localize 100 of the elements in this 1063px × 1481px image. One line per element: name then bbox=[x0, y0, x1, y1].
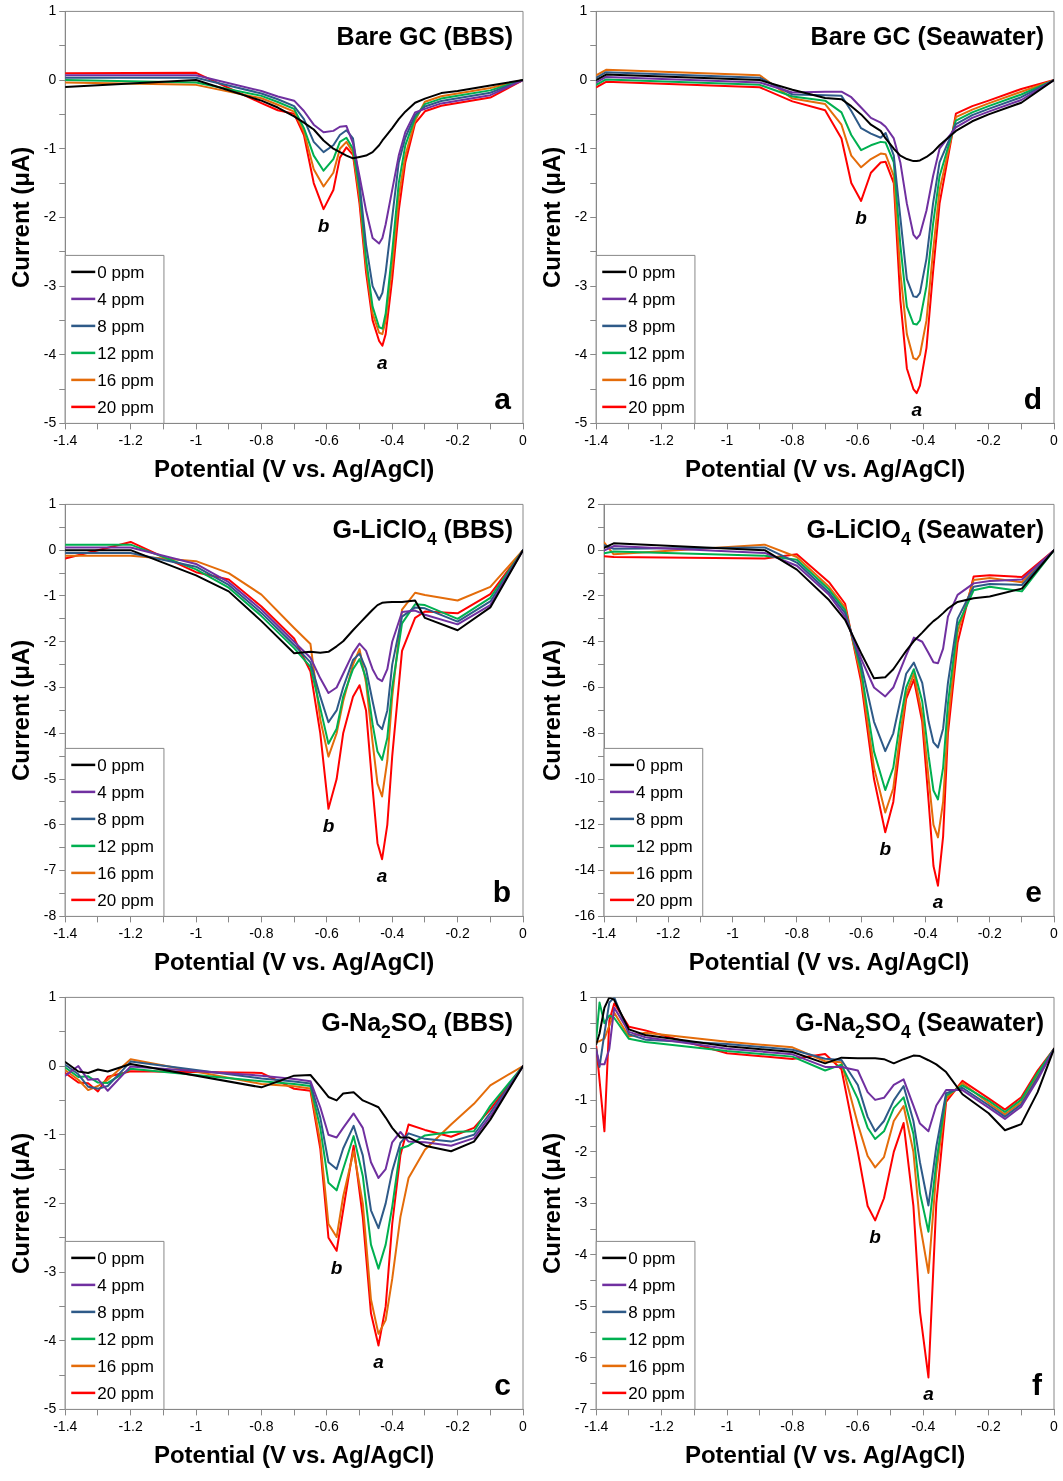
legend-label: 20 ppm bbox=[97, 890, 154, 910]
y-axis-title: Current (μA) bbox=[7, 639, 35, 782]
annotation: a bbox=[494, 382, 512, 416]
x-tick-label: -0.4 bbox=[911, 1417, 936, 1434]
legend-label: 4 ppm bbox=[97, 1275, 145, 1295]
x-tick-label: 0 bbox=[1050, 431, 1059, 448]
x-tick-label: -0.8 bbox=[249, 1417, 274, 1434]
y-tick-label: -6 bbox=[582, 678, 596, 695]
annotation: e bbox=[1025, 875, 1042, 909]
y-tick-label: -2 bbox=[582, 586, 596, 603]
y-tick-label: 0 bbox=[579, 70, 588, 87]
x-tick-label: -1.4 bbox=[53, 924, 78, 941]
chart-title: Bare GC (Seawater) bbox=[810, 22, 1045, 51]
y-tick-label: 0 bbox=[48, 541, 57, 558]
x-tick-label: -1.2 bbox=[649, 1417, 674, 1434]
y-tick-label: -5 bbox=[43, 769, 57, 786]
x-tick-label: -1.4 bbox=[53, 1417, 78, 1434]
legend-label: 12 ppm bbox=[628, 343, 685, 363]
y-tick-label: 0 bbox=[587, 541, 596, 558]
x-tick-label: -1.2 bbox=[118, 431, 143, 448]
y-tick-label: -7 bbox=[43, 861, 57, 878]
legend-label: 20 ppm bbox=[97, 1383, 154, 1403]
y-tick-label: -2 bbox=[43, 208, 57, 225]
x-tick-label: -0.4 bbox=[380, 924, 405, 941]
x-tick-label: -1.4 bbox=[53, 431, 78, 448]
x-tick-label: -0.6 bbox=[845, 1417, 871, 1434]
y-tick-label: -2 bbox=[43, 632, 57, 649]
x-axis-title: Potential (V vs. Ag/AgCl) bbox=[688, 948, 970, 976]
y-tick-label: -5 bbox=[43, 1400, 57, 1417]
legend-label: 4 ppm bbox=[97, 782, 145, 802]
annotation: a bbox=[932, 891, 944, 913]
legend-label: 0 ppm bbox=[628, 262, 676, 282]
legend-label: 16 ppm bbox=[97, 370, 154, 390]
y-tick-label: -2 bbox=[574, 1142, 588, 1159]
annotation: b bbox=[492, 875, 511, 909]
y-tick-label: -6 bbox=[574, 1348, 588, 1365]
y-tick-label: -3 bbox=[574, 1194, 588, 1211]
annotation: b bbox=[869, 1226, 882, 1248]
x-tick-label: -0.8 bbox=[780, 431, 805, 448]
x-tick-label: -0.2 bbox=[445, 924, 470, 941]
x-tick-label: -0.8 bbox=[780, 1417, 805, 1434]
x-tick-label: -1.2 bbox=[649, 431, 674, 448]
x-axis-title: Potential (V vs. Ag/AgCl) bbox=[153, 455, 435, 483]
y-tick-label: -1 bbox=[574, 1091, 588, 1108]
annotation: a bbox=[377, 351, 389, 373]
y-tick-label: -4 bbox=[574, 1245, 588, 1262]
x-tick-label: 0 bbox=[519, 924, 528, 941]
x-tick-label: -1 bbox=[720, 431, 734, 448]
x-tick-label: -1 bbox=[189, 924, 203, 941]
x-axis-title: Potential (V vs. Ag/AgCl) bbox=[153, 1441, 435, 1469]
y-tick-label: 0 bbox=[48, 1056, 57, 1073]
x-axis-title: Potential (V vs. Ag/AgCl) bbox=[684, 1441, 966, 1469]
y-tick-label: -4 bbox=[582, 632, 596, 649]
annotation: b bbox=[322, 814, 335, 836]
y-tick-label: -4 bbox=[43, 1331, 57, 1348]
y-axis-title: Current (μA) bbox=[538, 146, 566, 289]
y-axis-title: Current (μA) bbox=[7, 1132, 35, 1275]
legend-label: 16 ppm bbox=[636, 863, 693, 883]
legend-label: 0 ppm bbox=[97, 755, 145, 775]
annotation: d bbox=[1023, 382, 1042, 416]
x-tick-label: -1.2 bbox=[118, 924, 143, 941]
x-tick-label: 0 bbox=[1050, 924, 1059, 941]
x-tick-label: -1.4 bbox=[584, 431, 609, 448]
legend-label: 12 ppm bbox=[97, 836, 154, 856]
x-tick-label: -1.4 bbox=[591, 924, 617, 941]
chart-title: Bare GC (BBS) bbox=[336, 22, 514, 51]
legend-label: 16 ppm bbox=[97, 863, 154, 883]
y-tick-label: -8 bbox=[582, 724, 596, 741]
y-tick-label: -7 bbox=[574, 1400, 588, 1417]
legend-label: 0 ppm bbox=[97, 262, 145, 282]
annotation: f bbox=[1032, 1368, 1044, 1402]
y-tick-label: -1 bbox=[574, 139, 588, 156]
annotation: b bbox=[855, 206, 868, 228]
y-tick-label: -5 bbox=[574, 414, 588, 431]
x-tick-label: -0.6 bbox=[849, 924, 874, 941]
legend-label: 12 ppm bbox=[97, 1329, 154, 1349]
x-tick-label: -1 bbox=[189, 1417, 203, 1434]
legend-label: 0 ppm bbox=[628, 1248, 676, 1268]
x-tick-label: -0.4 bbox=[380, 431, 405, 448]
y-tick-label: 1 bbox=[48, 495, 57, 512]
y-tick-label: -4 bbox=[43, 724, 57, 741]
legend-label: 0 ppm bbox=[97, 1248, 145, 1268]
y-tick-label: -12 bbox=[574, 815, 596, 832]
y-tick-label: -3 bbox=[43, 1262, 57, 1279]
legend-label: 12 ppm bbox=[628, 1329, 685, 1349]
annotation: b bbox=[879, 837, 892, 859]
legend-label: 20 ppm bbox=[628, 397, 685, 417]
legend-label: 0 ppm bbox=[636, 755, 684, 775]
legend-label: 8 ppm bbox=[97, 1302, 145, 1322]
annotation: c bbox=[494, 1368, 511, 1402]
y-tick-label: -1 bbox=[43, 586, 57, 603]
legend-label: 12 ppm bbox=[636, 836, 693, 856]
y-tick-label: -14 bbox=[574, 861, 596, 878]
legend-label: 12 ppm bbox=[97, 343, 154, 363]
legend-label: 8 ppm bbox=[97, 809, 145, 829]
y-tick-label: 1 bbox=[48, 2, 57, 19]
legend-label: 4 ppm bbox=[628, 289, 676, 309]
annotation: a bbox=[376, 864, 388, 886]
y-tick-label: -8 bbox=[43, 907, 57, 924]
legend-label: 8 ppm bbox=[628, 1302, 676, 1322]
